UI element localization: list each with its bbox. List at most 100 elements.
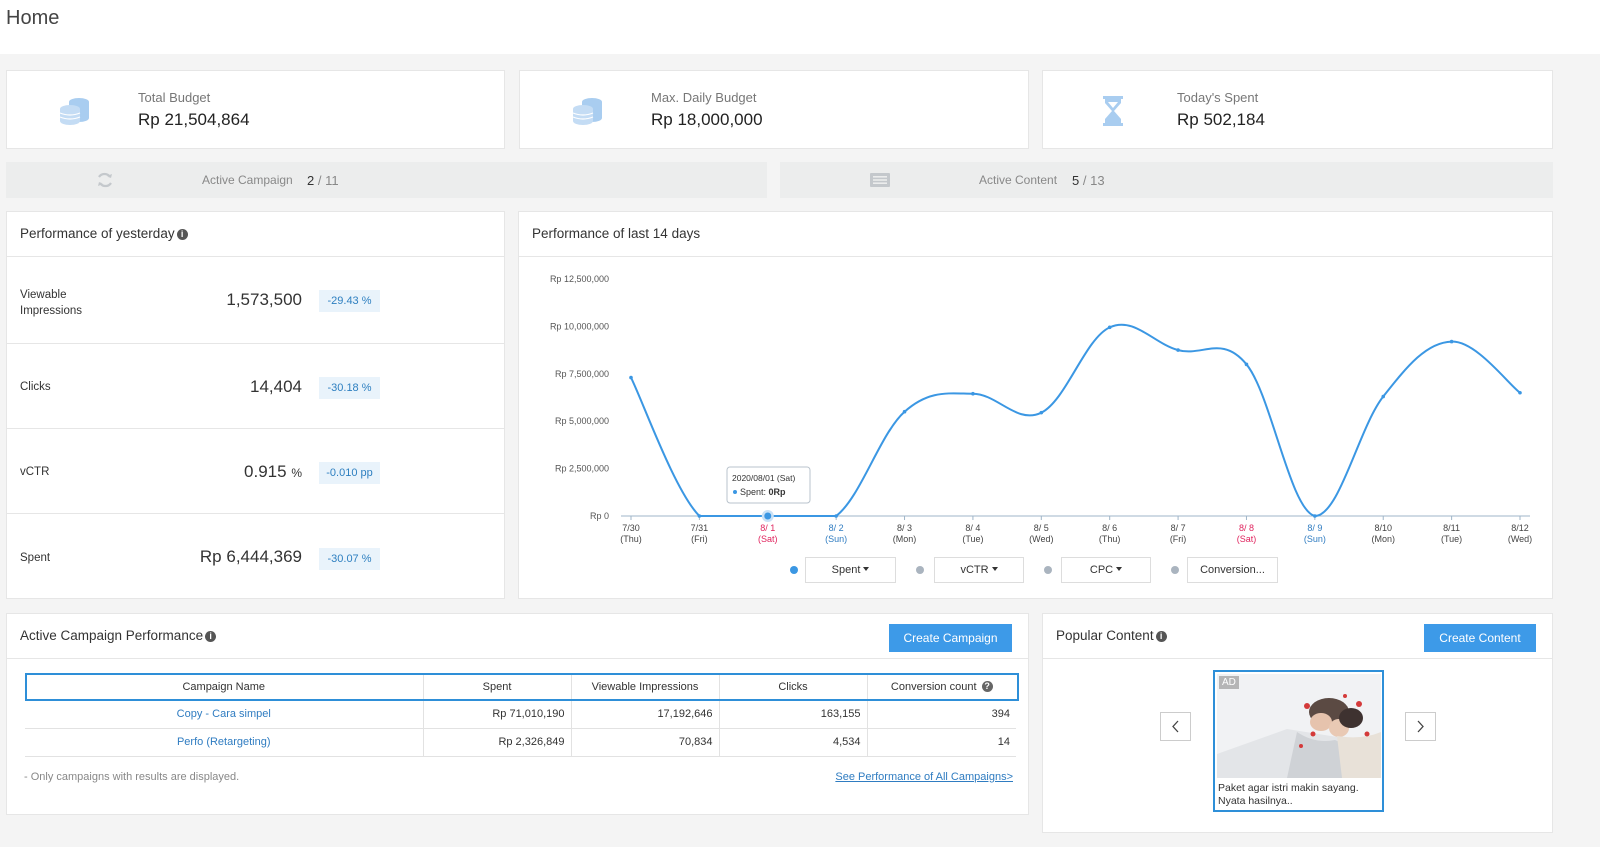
active-content-active: 5: [1072, 173, 1080, 188]
ad-image: AD: [1217, 674, 1381, 778]
kpi-value: Rp 502,184: [1177, 110, 1265, 129]
kpi-card-todays-spent: Today's Spent Rp 502,184: [1042, 70, 1553, 149]
active-content-count: 5 / 13: [1072, 173, 1105, 188]
data-point: [1107, 325, 1112, 330]
perf-label: Viewable Impressions: [20, 289, 82, 317]
x-tick-label-date: 8/10: [1374, 523, 1392, 533]
x-tick-label-day: (Sun): [825, 534, 847, 544]
perf-value: Rp 6,444,369: [199, 547, 302, 566]
tooltip-date: 2020/08/01 (Sat): [732, 473, 795, 483]
ad-badge: AD: [1219, 676, 1239, 689]
active-campaign-performance-panel: Active Campaign Performance i Create Camp…: [6, 613, 1029, 815]
campaign-name-link[interactable]: Copy - Cara simpel: [25, 700, 424, 729]
panel-header: Performance of yesterday i: [7, 212, 504, 257]
cell-clicks: 4,534: [719, 728, 868, 757]
kpi-card-total-budget: Total Budget Rp 21,504,864: [6, 70, 505, 149]
series-points: [629, 325, 1522, 522]
panel-header: Active Campaign Performance i: [7, 614, 1028, 659]
x-tick-label-day: (Mon): [1371, 534, 1395, 544]
chevron-right-icon: [1417, 720, 1424, 733]
legend-dot-cpc: [1044, 566, 1052, 574]
active-campaign-total: / 11: [317, 173, 339, 188]
legend-dropdown-spent[interactable]: Spent: [805, 557, 896, 583]
data-point: [1244, 362, 1249, 367]
cell-spent: Rp 71,010,190: [423, 700, 572, 729]
help-icon[interactable]: ?: [981, 681, 993, 692]
column-header[interactable]: Spent: [423, 674, 572, 700]
data-point: [1039, 410, 1044, 415]
column-header[interactable]: Conversion count ?: [867, 674, 1016, 700]
coins-icon: [59, 98, 89, 125]
active-campaign-label: Active Campaign: [202, 173, 293, 187]
info-icon[interactable]: i: [1155, 631, 1167, 642]
data-point: [1313, 514, 1317, 518]
legend-dropdown-cpc[interactable]: CPC: [1061, 557, 1151, 583]
data-point: [629, 375, 633, 380]
x-tick-label-date: 8/ 6: [1102, 523, 1117, 533]
campaign-name-link[interactable]: Perfo (Retargeting): [25, 728, 424, 757]
panel-header: Popular Content i: [1043, 614, 1552, 659]
x-tick-label-day: (Fri): [1170, 534, 1187, 544]
active-content-total: / 13: [1082, 173, 1105, 188]
performance-yesterday-panel: Performance of yesterday i Viewable Impre…: [6, 211, 505, 599]
data-point: [1449, 339, 1454, 344]
cell-spent: Rp 2,326,849: [423, 728, 572, 757]
create-campaign-button[interactable]: Create Campaign: [889, 624, 1012, 652]
kpi-value: Rp 18,000,000: [651, 110, 763, 129]
ad-photo: [1217, 674, 1381, 778]
x-tick-label-date: 7/30: [622, 523, 640, 533]
x-tick-label-date: 8/12: [1511, 523, 1529, 533]
column-header[interactable]: Campaign Name: [25, 674, 424, 700]
kpi-label: Today's Spent: [1177, 90, 1259, 105]
tooltip-series: Spent: 0Rp: [740, 487, 786, 497]
chevron-down-icon: [863, 567, 870, 571]
coins-icon: [572, 98, 602, 125]
x-tick-label-date: 8/ 8: [1239, 523, 1254, 533]
perf-value: 14,404: [250, 377, 302, 396]
see-all-campaigns-link[interactable]: See Performance of All Campaigns>: [835, 771, 1013, 783]
y-tick-label: Rp 2,500,000: [555, 464, 609, 474]
create-content-button[interactable]: Create Content: [1424, 624, 1536, 652]
content-list-icon: [870, 173, 890, 187]
legend-dropdown-conversion[interactable]: Conversion...: [1187, 557, 1278, 583]
carousel-next-button[interactable]: [1405, 712, 1436, 741]
panel-header: Performance of last 14 days: [519, 212, 1552, 257]
x-tick-label-date: 8/ 5: [1034, 523, 1049, 533]
data-point: [1381, 394, 1386, 399]
column-header[interactable]: Viewable Impressions: [571, 674, 720, 700]
performance-14days-panel: Performance of last 14 days Rp 0 Rp 2,500…: [518, 211, 1553, 599]
perf-value: 0.915 %: [244, 462, 302, 481]
x-tick-label-day: (Wed): [1029, 534, 1053, 544]
y-tick-label: Rp 12,500,000: [550, 274, 609, 284]
panel-title: Active Campaign Performance: [20, 628, 204, 643]
active-campaign-strip: Active Campaign 2 / 11: [6, 162, 767, 198]
table-row: Copy - Cara simpel Rp 71,010,190 17,192,…: [25, 700, 1016, 729]
legend-dropdown-vctr[interactable]: vCTR: [934, 557, 1024, 583]
data-point: [902, 409, 907, 414]
x-tick-label-date: 8/ 7: [1171, 523, 1186, 533]
carousel-prev-button[interactable]: [1160, 712, 1191, 741]
column-header[interactable]: Clicks: [719, 674, 868, 700]
x-tick-label-day: (Sun): [1304, 534, 1326, 544]
info-icon[interactable]: i: [205, 631, 217, 642]
info-icon[interactable]: i: [176, 229, 188, 240]
top-bar: Home: [0, 0, 1600, 54]
table-header-row: Campaign Name Spent Viewable Impressions…: [25, 674, 1016, 700]
perf-label: vCTR: [20, 466, 50, 478]
x-tick-label-date: 8/11: [1443, 523, 1460, 533]
legend-dot-conversion: [1171, 566, 1179, 574]
kpi-card-max-daily-budget: Max. Daily Budget Rp 18,000,000: [519, 70, 1029, 149]
x-tick-label-day: (Tue): [962, 534, 983, 544]
x-tick-label-date: 7/31: [691, 523, 709, 533]
x-tick-label-date: 8/ 9: [1307, 523, 1322, 533]
perf-change-badge: -30.07 %: [319, 548, 380, 570]
ad-preview-card[interactable]: AD Paket agar istri makin sayang. Nyata …: [1213, 670, 1384, 812]
y-tick-label: Rp 5,000,000: [555, 416, 609, 426]
x-tick-label-date: 8/ 3: [897, 523, 912, 533]
kpi-label: Total Budget: [138, 90, 211, 105]
data-point: [1176, 348, 1180, 352]
x-tick-label-day: (Wed): [1508, 534, 1532, 544]
chevron-left-icon: [1172, 720, 1179, 733]
x-tick-label-day: (Sat): [1237, 534, 1257, 544]
active-content-label: Active Content: [979, 173, 1058, 187]
